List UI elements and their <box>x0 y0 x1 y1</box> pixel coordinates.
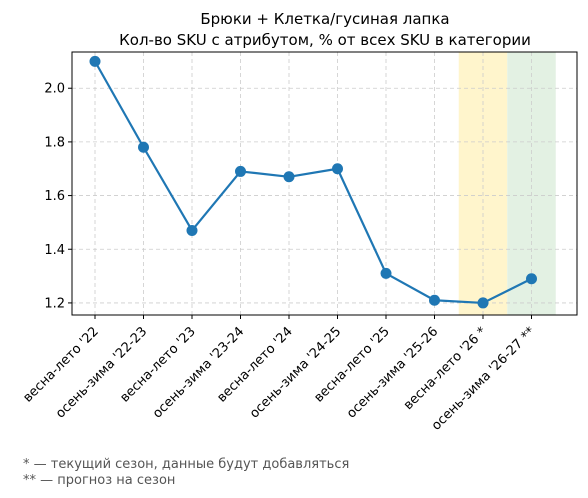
grid-lines <box>72 52 577 315</box>
y-tick-label: 1.2 <box>44 296 65 311</box>
y-axis: 1.2 1.4 1.6 1.8 2.0 <box>44 82 72 311</box>
y-tick-label: 2.0 <box>44 82 65 97</box>
chart-title-line1: Брюки + Клетка/гусиная лапка <box>200 10 449 28</box>
series-line <box>89 55 537 309</box>
data-point <box>477 297 489 309</box>
footnote-current-season: * — текущий сезон, данные будут добавлят… <box>23 457 350 472</box>
data-point <box>526 273 537 285</box>
data-point <box>138 141 149 153</box>
data-point <box>235 165 246 177</box>
data-point <box>380 267 392 279</box>
y-tick-label: 1.6 <box>44 189 65 204</box>
data-point <box>283 171 295 183</box>
data-point <box>332 163 343 175</box>
chart-title-line2: Кол-во SKU с атрибутом, % от всех SKU в … <box>119 31 531 49</box>
footnote-forecast: ** — прогноз на сезон <box>23 473 176 488</box>
data-point <box>89 55 101 67</box>
y-tick-label: 1.8 <box>44 135 65 150</box>
season-highlight-bands <box>458 52 556 315</box>
y-tick-label: 1.4 <box>44 243 65 258</box>
x-tick-label: осень-зима '24-25 <box>247 324 344 421</box>
x-tick-label: осень-зима '23-24 <box>150 324 247 421</box>
series-polyline <box>94 60 532 305</box>
plot-frame <box>71 51 578 316</box>
data-point <box>429 294 440 306</box>
data-point <box>186 224 198 236</box>
x-tick-label: весна-лето '26 * <box>401 324 490 413</box>
x-tick-label: осень-зима '25-26 <box>344 324 441 421</box>
x-tick-label: осень-зима '22-23 <box>53 324 150 421</box>
season-band <box>458 52 508 315</box>
